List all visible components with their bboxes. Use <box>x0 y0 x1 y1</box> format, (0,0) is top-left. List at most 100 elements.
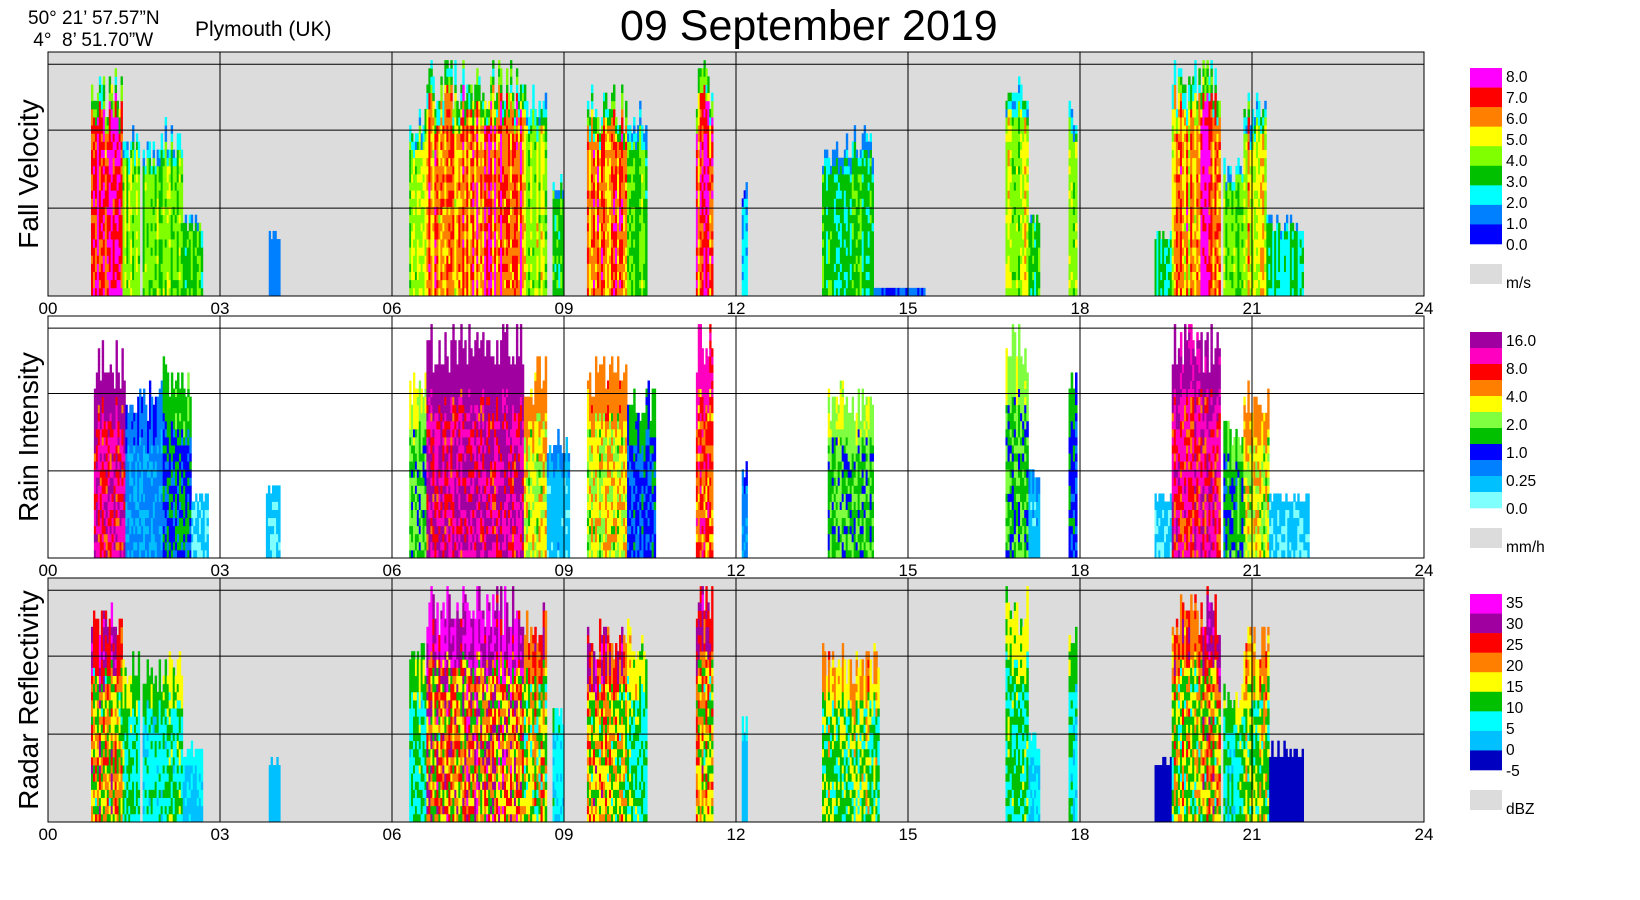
heatmap-cell <box>132 149 135 159</box>
heatmap-cell <box>182 230 186 240</box>
heatmap-cell <box>98 271 102 281</box>
heatmap-cell <box>118 174 121 183</box>
heatmap-cell <box>91 157 94 167</box>
heatmap-cell <box>146 190 150 199</box>
heatmap-cell <box>827 157 831 167</box>
heatmap-cell <box>174 198 178 207</box>
heatmap-cell <box>132 141 135 150</box>
heatmap-cell <box>144 263 148 272</box>
heatmap-cell <box>544 255 548 264</box>
heatmap-cell <box>853 133 857 142</box>
heatmap-cell <box>184 214 188 224</box>
heatmap-cell <box>124 287 127 297</box>
heatmap-cell <box>100 222 104 232</box>
heatmap-cell <box>135 198 139 207</box>
heatmap-cell <box>96 247 100 256</box>
heatmap-cell <box>180 247 184 256</box>
heatmap-cell <box>148 247 152 256</box>
heatmap-cell <box>156 190 160 199</box>
heatmap-cell <box>190 271 194 281</box>
heatmap-cell <box>176 230 180 240</box>
heatmap-cell <box>106 117 110 126</box>
heatmap-cell <box>114 165 118 175</box>
heatmap-cell <box>126 157 129 167</box>
heatmap-cell <box>106 230 110 240</box>
heatmap-cell <box>152 247 156 256</box>
heatmap-cell <box>454 92 457 102</box>
heatmap-cell <box>176 174 180 183</box>
heatmap-cell <box>200 279 204 289</box>
heatmap-cell <box>160 230 164 240</box>
heatmap-cell <box>114 84 118 94</box>
heatmap-cell <box>102 108 106 118</box>
heatmap-cell <box>132 279 135 289</box>
heatmap-cell <box>711 141 714 150</box>
heatmap-cell <box>134 174 137 183</box>
heatmap-cell <box>162 182 166 191</box>
heatmap-cell <box>120 174 123 183</box>
heatmap-cell <box>178 149 182 159</box>
heatmap-cell <box>96 141 100 150</box>
heatmap-cell <box>132 222 135 232</box>
heatmap-cell <box>96 100 100 110</box>
heatmap-cell <box>120 206 123 216</box>
heatmap-cell <box>114 230 118 240</box>
heatmap-cell <box>152 149 156 159</box>
heatmap-cell <box>110 214 114 224</box>
heatmap-cell <box>863 125 867 134</box>
heatmap-cell <box>122 239 125 248</box>
heatmap-cell <box>122 157 125 167</box>
heatmap-cell <box>871 279 874 289</box>
heatmap-cell <box>478 76 481 85</box>
heatmap-cell <box>170 133 174 142</box>
heatmap-cell <box>645 255 648 264</box>
heatmap-cell <box>132 287 135 297</box>
heatmap-cell <box>110 271 114 281</box>
heatmap-cell <box>1158 230 1161 240</box>
heatmap-cell <box>130 247 133 256</box>
heatmap-cell <box>120 100 123 110</box>
heatmap-cell <box>102 84 106 94</box>
heatmap-cell <box>633 117 636 126</box>
heatmap-cell <box>645 133 648 142</box>
heatmap-cell <box>102 263 106 272</box>
heatmap-cell <box>180 198 184 207</box>
heatmap-cell <box>128 198 131 207</box>
heatmap-cell <box>184 263 188 272</box>
heatmap-cell <box>102 92 106 102</box>
heatmap-cell <box>128 222 131 232</box>
heatmap-cell <box>112 141 116 150</box>
heatmap-cell <box>124 190 127 199</box>
heatmap-cell <box>170 279 174 289</box>
heatmap-cell <box>134 287 137 297</box>
heatmap-cell <box>120 141 123 150</box>
heatmap-cell <box>176 198 180 207</box>
heatmap-cell <box>450 84 453 94</box>
heatmap-cell <box>176 271 180 281</box>
heatmap-cell <box>142 230 146 240</box>
heatmap-cell <box>104 182 108 191</box>
heatmap-cell <box>1017 76 1021 85</box>
heatmap-cell <box>158 149 162 159</box>
heatmap-cell <box>184 279 188 289</box>
heatmap-cell <box>544 149 548 159</box>
heatmap-cell <box>108 174 112 183</box>
heatmap-cell <box>430 68 433 77</box>
heatmap-cell <box>174 165 178 175</box>
heatmap-cell <box>509 84 513 94</box>
heatmap-cell <box>869 133 873 142</box>
heatmap-cell <box>91 182 94 191</box>
heatmap-cell <box>91 279 94 289</box>
heatmap-cell <box>110 206 114 216</box>
heatmap-cell <box>108 230 112 240</box>
heatmap-cell <box>158 174 162 183</box>
heatmap-cell <box>172 222 176 232</box>
heatmap-cell <box>144 174 148 183</box>
heatmap-cell <box>544 263 548 272</box>
heatmap-cell <box>91 214 94 224</box>
heatmap-cell <box>135 247 139 256</box>
heatmap-cell <box>94 190 98 199</box>
heatmap-cell <box>172 165 176 175</box>
heatmap-cell <box>470 92 473 102</box>
